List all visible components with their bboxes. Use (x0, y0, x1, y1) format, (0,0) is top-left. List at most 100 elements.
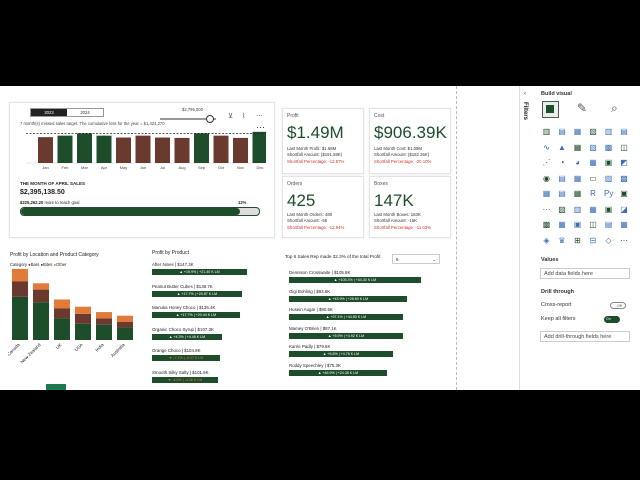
month-bar-dec[interactable] (252, 131, 267, 163)
visual-type-icon[interactable]: ▲ (558, 142, 566, 152)
sales-slider[interactable] (160, 115, 216, 123)
stacked-segment[interactable] (12, 296, 28, 340)
visual-type-icon[interactable]: ▩ (604, 142, 613, 152)
product-bar[interactable]: ▲ +17.7% | +20.44 K LM (152, 312, 240, 318)
visual-type-icon[interactable]: ▤ (558, 127, 566, 136)
visual-type-icon[interactable]: ▣ (573, 220, 582, 229)
visual-type-icon[interactable]: ◇ (605, 235, 612, 245)
visual-type-icon[interactable]: R (590, 189, 596, 198)
visual-type-icon[interactable]: ▣ (604, 204, 613, 214)
visual-type-icon[interactable]: ◔ (559, 158, 565, 167)
visual-type-icon[interactable]: ▩ (542, 220, 551, 229)
month-bar-sep[interactable] (194, 133, 209, 163)
stacked-segment[interactable] (75, 313, 91, 324)
visual-type-icon[interactable]: ⋯ (620, 235, 628, 245)
stacked-segment[interactable] (54, 318, 70, 340)
visual-type-icon[interactable]: ▦ (573, 127, 582, 136)
kpi-more-options-icon[interactable]: ⋯ (256, 122, 265, 132)
month-bar-apr[interactable] (96, 135, 112, 163)
stacked-segment[interactable] (33, 283, 49, 290)
analytics-tab-icon[interactable]: ⌕ (611, 101, 618, 115)
visual-type-icon[interactable]: ▥ (542, 127, 551, 136)
visual-type-icon[interactable]: ▨ (558, 204, 566, 214)
visual-type-icon[interactable]: Py (604, 189, 614, 198)
visual-type-icon[interactable]: ▤ (604, 220, 613, 229)
product-bar[interactable]: ▼ -7.1% | -8.07 K LM (152, 355, 220, 361)
visual-type-icon[interactable]: ▦ (542, 189, 551, 198)
visual-type-icon[interactable]: ▤ (620, 127, 628, 136)
visual-type-icon[interactable]: ◫ (589, 220, 597, 229)
rep-bar[interactable]: ▲ +6.6% | +4.76 K LM (289, 351, 393, 357)
visual-type-icon[interactable]: ∿ (543, 142, 550, 152)
visual-type-icon[interactable]: ♛ (558, 235, 566, 245)
month-bar-jun[interactable] (135, 135, 151, 163)
product-bar[interactable]: ▲ +19.9% | +21.40 K LM (152, 269, 247, 275)
stacked-segment[interactable] (117, 322, 133, 328)
visual-type-icon[interactable]: ▧ (589, 127, 597, 136)
visual-type-icon[interactable]: ⊟ (589, 235, 597, 245)
values-field-well[interactable]: Add data fields here (540, 268, 630, 279)
stacked-segment[interactable] (75, 323, 91, 340)
year-2023-button[interactable]: 2023 (31, 109, 67, 116)
visual-type-icon[interactable]: ▧ (589, 142, 597, 152)
rep-bar[interactable]: ▲ +97.1% | +44.80 K LM (289, 314, 403, 320)
visual-type-icon[interactable]: ▭ (589, 173, 597, 183)
filter-icon[interactable]: ⊻ (228, 113, 234, 120)
keep-filters-toggle[interactable]: On (604, 316, 620, 323)
product-bar[interactable]: ▲ +4.3% | +4.48 K LM (152, 333, 222, 340)
line-chart-icon[interactable]: ⌇ (242, 113, 246, 120)
visual-type-icon[interactable]: ▦ (573, 189, 582, 198)
year-2024-button[interactable]: 2024 (80, 110, 90, 115)
month-bar-nov[interactable] (233, 137, 248, 163)
filters-expand-icon[interactable]: ‹ (524, 91, 526, 97)
drill-through-field-well[interactable]: Add drill-through fields here (540, 331, 630, 342)
top-n-dropdown[interactable]: 6 ⌄ (392, 254, 440, 264)
month-bar-may[interactable] (116, 137, 131, 163)
month-bar-mar[interactable] (77, 133, 92, 163)
visual-type-icon[interactable]: ◉ (543, 173, 550, 183)
visual-type-icon[interactable]: ⋯ (542, 204, 551, 214)
product-bar[interactable]: ▲ +17.7% | +20.87 K LM (152, 290, 242, 297)
visual-type-icon[interactable]: ▣ (620, 189, 628, 198)
visual-type-icon[interactable]: ⊞ (574, 235, 581, 245)
month-bar-jul[interactable] (155, 137, 170, 163)
visual-type-icon[interactable]: ⋰ (542, 158, 551, 167)
visual-type-icon[interactable]: ▦ (620, 220, 628, 229)
stacked-segment[interactable] (33, 289, 49, 303)
rep-bar[interactable]: ▲ +105.3% | +54.30 K LM (289, 277, 421, 283)
stacked-segment[interactable] (117, 327, 133, 340)
visual-type-icon[interactable]: ◈ (543, 235, 550, 245)
build-visual-tab-icon[interactable] (542, 101, 559, 118)
rep-bar[interactable]: ▲ +43.9% | +28.60 K LM (289, 295, 407, 302)
sales-slider-handle[interactable] (206, 115, 215, 123)
stacked-segment[interactable] (117, 315, 133, 322)
stacked-segment[interactable] (33, 302, 49, 340)
stacked-segment[interactable] (54, 308, 70, 319)
visual-type-icon[interactable]: ▦ (573, 173, 582, 183)
visual-type-icon[interactable]: ▦ (589, 158, 597, 167)
visual-type-icon[interactable]: ▦ (573, 142, 582, 152)
visual-type-icon[interactable]: ▦ (589, 204, 597, 214)
stacked-segment[interactable] (96, 324, 112, 340)
visual-type-icon[interactable]: ▣ (604, 158, 613, 167)
rep-bar[interactable]: ▲ +5.9% | +4.92 K LM (289, 332, 403, 339)
month-bar-aug[interactable] (174, 137, 190, 163)
visual-type-icon[interactable]: ▤ (558, 189, 566, 198)
stacked-segment[interactable] (96, 312, 112, 319)
visual-type-icon[interactable]: ▦ (558, 220, 566, 229)
visual-type-icon[interactable]: ▥ (604, 127, 613, 136)
stacked-segment[interactable] (54, 299, 70, 309)
stacked-segment[interactable] (12, 268, 28, 282)
stacked-segment[interactable] (12, 281, 28, 297)
visual-type-icon[interactable]: ▧ (604, 173, 613, 183)
visual-type-icon[interactable]: ◩ (620, 158, 628, 167)
month-bar-oct[interactable] (213, 135, 229, 163)
more-options-icon[interactable]: ⋯ (256, 113, 263, 120)
page-tab[interactable] (46, 384, 66, 390)
visual-type-icon[interactable]: ◫ (620, 142, 628, 152)
month-bar-feb[interactable] (57, 135, 73, 163)
visual-type-icon[interactable]: ◪ (620, 204, 628, 214)
stacked-segment[interactable] (75, 306, 91, 314)
filters-tab[interactable] (519, 86, 520, 390)
filters-label[interactable]: Filters (522, 102, 528, 121)
